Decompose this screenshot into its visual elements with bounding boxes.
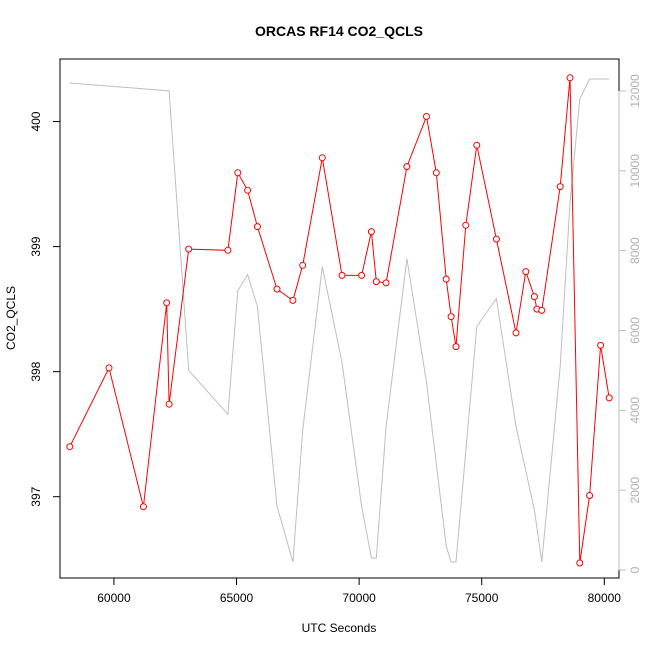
- co2-point: [338, 271, 346, 279]
- co2-point: [452, 343, 460, 351]
- co2-point: [234, 169, 242, 177]
- co2-point: [423, 113, 430, 120]
- co2-point: [224, 246, 232, 254]
- y2-tick-label: 2000: [628, 476, 642, 503]
- co2-point: [367, 228, 375, 236]
- co2-point: [253, 223, 261, 231]
- co2-point: [185, 245, 193, 253]
- co2-point: [576, 559, 584, 567]
- co2-point: [358, 271, 366, 279]
- x-axis: 60000 65000 70000 75000 80000: [97, 577, 622, 605]
- y2-axis: 0 2000 4000 6000 8000 10000 12000: [618, 74, 642, 573]
- x-tick-label: 80000: [588, 591, 622, 605]
- co2-point: [244, 186, 252, 194]
- co2-point: [432, 169, 440, 177]
- x-axis-label: UTC Seconds: [302, 621, 377, 635]
- x-tick-label: 70000: [342, 591, 376, 605]
- y-axis-label: CO2_QCLS: [4, 286, 18, 350]
- y-tick-label: 399: [29, 236, 43, 256]
- co2-point: [605, 394, 613, 402]
- co2-point: [299, 261, 307, 269]
- y2-tick-label: 10000: [628, 154, 642, 188]
- y-tick-label: 400: [29, 111, 43, 131]
- co2-point: [597, 341, 605, 349]
- co2-point: [556, 183, 564, 191]
- altitude-series-group: [69, 78, 610, 563]
- co2-point: [462, 221, 470, 229]
- y-axis: 397 398 399 400: [29, 111, 61, 507]
- co2-point: [66, 443, 74, 451]
- y2-tick-label: 0: [628, 566, 642, 573]
- y-tick-label: 398: [29, 361, 43, 381]
- y2-tick-label: 12000: [628, 74, 642, 108]
- co2-point: [492, 235, 500, 243]
- co2-point: [586, 492, 594, 499]
- co2-point: [473, 141, 481, 149]
- x-tick-label: 60000: [97, 591, 131, 605]
- co2-point: [566, 74, 574, 82]
- y2-tick-label: 8000: [628, 237, 642, 264]
- co2-point: [372, 278, 380, 286]
- co2-point: [447, 313, 455, 321]
- co2-point: [530, 293, 538, 301]
- co2-point: [403, 163, 411, 171]
- chart-title: ORCAS RF14 CO2_QCLS: [255, 23, 423, 39]
- y2-tick-label: 4000: [628, 397, 642, 424]
- x-tick-label: 65000: [220, 591, 254, 605]
- co2-point: [105, 364, 113, 372]
- co2-point: [139, 503, 147, 511]
- co2-point: [538, 306, 546, 314]
- altitude-line: [69, 78, 610, 563]
- co2-point: [273, 285, 281, 293]
- co2-point: [289, 296, 297, 304]
- co2-point: [382, 279, 390, 287]
- co2-point: [512, 329, 520, 337]
- co2-series-group: [66, 74, 613, 567]
- co2-point: [163, 299, 171, 307]
- y2-tick-label: 6000: [628, 317, 642, 344]
- co2-point: [442, 275, 450, 283]
- co2-point: [318, 154, 326, 162]
- co2-line: [69, 77, 610, 564]
- y-tick-label: 397: [29, 486, 43, 506]
- co2-point: [165, 400, 173, 408]
- co2-point: [522, 268, 530, 276]
- x-tick-label: 75000: [465, 591, 499, 605]
